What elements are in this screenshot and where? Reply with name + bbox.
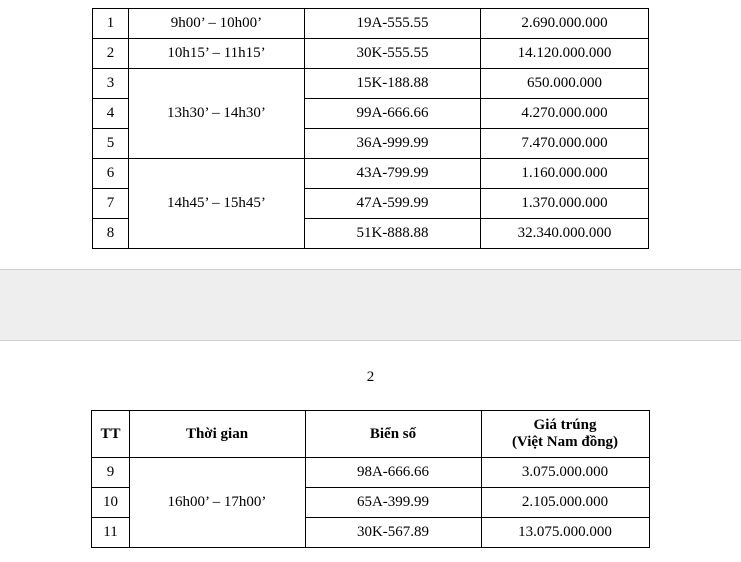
cell-plate: 43A-799.99 [305, 159, 481, 189]
table-row: 6 14h45’ – 15h45’ 43A-799.99 1.160.000.0… [93, 159, 649, 189]
cell-plate: 51K-888.88 [305, 219, 481, 249]
cell-tt: 3 [93, 69, 129, 99]
cell-time: 10h15’ – 11h15’ [129, 39, 305, 69]
cell-tt: 10 [92, 488, 129, 518]
cell-price: 14.120.000.000 [481, 39, 649, 69]
document-root: 1 9h00’ – 10h00’ 19A-555.55 2.690.000.00… [0, 0, 741, 548]
cell-plate: 98A-666.66 [305, 458, 481, 488]
header-price-line2: (Việt Nam đồng) [512, 434, 618, 450]
cell-tt: 6 [93, 159, 129, 189]
cell-tt: 11 [92, 518, 129, 548]
page2-fragment: 2 TT Thời gian Biển số Giá trúng (Việt N… [0, 341, 741, 548]
table-row: 3 13h30’ – 14h30’ 15K-188.88 650.000.000 [93, 69, 649, 99]
cell-price: 1.160.000.000 [481, 159, 649, 189]
header-tt: TT [92, 411, 129, 458]
cell-price: 32.340.000.000 [481, 219, 649, 249]
cell-time: 16h00’ – 17h00’ [129, 458, 305, 548]
cell-price: 1.370.000.000 [481, 189, 649, 219]
cell-tt: 4 [93, 99, 129, 129]
cell-price: 2.105.000.000 [481, 488, 649, 518]
cell-tt: 2 [93, 39, 129, 69]
cell-plate: 30K-555.55 [305, 39, 481, 69]
cell-tt: 9 [92, 458, 129, 488]
table-row: 9 16h00’ – 17h00’ 98A-666.66 3.075.000.0… [92, 458, 649, 488]
cell-time: 13h30’ – 14h30’ [129, 69, 305, 159]
auction-table-1: 1 9h00’ – 10h00’ 19A-555.55 2.690.000.00… [92, 8, 649, 249]
page-number: 2 [0, 369, 741, 386]
header-time: Thời gian [129, 411, 305, 458]
cell-plate: 19A-555.55 [305, 9, 481, 39]
auction-table-2: TT Thời gian Biển số Giá trúng (Việt Nam… [91, 410, 649, 548]
table-row: 1 9h00’ – 10h00’ 19A-555.55 2.690.000.00… [93, 9, 649, 39]
cell-price: 3.075.000.000 [481, 458, 649, 488]
table-row: 2 10h15’ – 11h15’ 30K-555.55 14.120.000.… [93, 39, 649, 69]
header-price-line1: Giá trúng [534, 417, 597, 433]
cell-price: 4.270.000.000 [481, 99, 649, 129]
cell-tt: 8 [93, 219, 129, 249]
cell-price: 13.075.000.000 [481, 518, 649, 548]
cell-time: 14h45’ – 15h45’ [129, 159, 305, 249]
cell-plate: 65A-399.99 [305, 488, 481, 518]
cell-plate: 99A-666.66 [305, 99, 481, 129]
cell-plate: 47A-599.99 [305, 189, 481, 219]
cell-plate: 36A-999.99 [305, 129, 481, 159]
cell-tt: 5 [93, 129, 129, 159]
page1-fragment: 1 9h00’ – 10h00’ 19A-555.55 2.690.000.00… [0, 0, 741, 269]
cell-price: 7.470.000.000 [481, 129, 649, 159]
cell-price: 650.000.000 [481, 69, 649, 99]
cell-plate: 30K-567.89 [305, 518, 481, 548]
cell-tt: 1 [93, 9, 129, 39]
header-plate: Biển số [305, 411, 481, 458]
cell-time: 9h00’ – 10h00’ [129, 9, 305, 39]
cell-tt: 7 [93, 189, 129, 219]
page-break [0, 269, 741, 341]
table-header-row: TT Thời gian Biển số Giá trúng (Việt Nam… [92, 411, 649, 458]
cell-plate: 15K-188.88 [305, 69, 481, 99]
cell-price: 2.690.000.000 [481, 9, 649, 39]
header-price: Giá trúng (Việt Nam đồng) [481, 411, 649, 458]
